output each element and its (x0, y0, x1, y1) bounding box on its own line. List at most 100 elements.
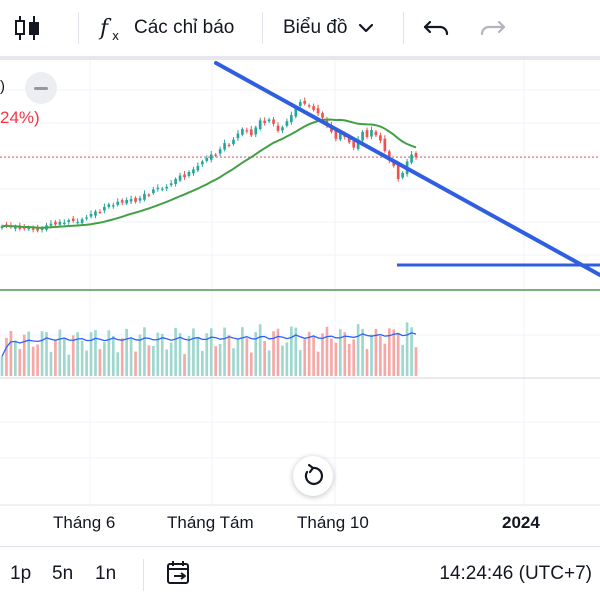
candle-body (192, 169, 195, 174)
candle-body (365, 130, 369, 137)
candle-body (40, 228, 44, 230)
candle-body (36, 228, 39, 231)
volume-bar (316, 351, 320, 376)
candle-body (178, 175, 182, 181)
volume-bar (0, 356, 4, 376)
candle-body (205, 158, 209, 161)
volume-bar (156, 332, 160, 376)
reset-chart-button[interactable] (293, 456, 333, 496)
volume-bar (14, 340, 17, 376)
clock-timezone[interactable]: 14:24:46 (UTC+7) (439, 563, 592, 584)
volume-bar (370, 334, 373, 376)
time-axis-label: Tháng 6 (53, 513, 116, 532)
candle-body (249, 129, 253, 136)
candle-body (107, 204, 111, 207)
candle-body (169, 183, 173, 186)
candle-body (401, 172, 404, 178)
volume-bar (125, 328, 128, 376)
volume-average-line (1, 332, 417, 357)
volume-bar (147, 345, 151, 376)
volume-bar (267, 350, 271, 376)
volume-bar (383, 343, 387, 376)
candle-body (414, 153, 418, 158)
volume-bar (347, 343, 351, 376)
interval-1d-button[interactable]: 1n (95, 563, 117, 584)
redo-button[interactable] (475, 8, 509, 48)
candle-body (58, 221, 62, 225)
volume-bar (76, 332, 80, 376)
volume-bar (36, 344, 39, 376)
volume-bar (89, 332, 93, 376)
volume-bar (214, 346, 218, 376)
volume-bar (187, 335, 191, 376)
volume-bar (227, 335, 231, 376)
candle-body (76, 221, 80, 224)
candle-body (0, 226, 4, 228)
interval-5d-button[interactable]: 5n (52, 563, 74, 584)
volume-bar (54, 339, 57, 376)
price-chart[interactable] (0, 60, 600, 545)
candle-body (307, 105, 311, 107)
candle-body (285, 121, 289, 126)
volume-bar (325, 326, 329, 376)
undo-button[interactable] (420, 8, 454, 48)
candle-body (396, 165, 400, 179)
volume-bar (401, 344, 404, 376)
volume-bar (98, 349, 102, 376)
volume-bar (174, 327, 177, 376)
candle-body (236, 133, 240, 139)
volume-bar (414, 347, 418, 376)
calendar-goto-icon (167, 561, 189, 584)
volume-bar (18, 349, 22, 376)
volume-bar (62, 338, 66, 376)
svg-text:f: f (98, 16, 112, 41)
candle-body (227, 144, 231, 146)
chart-style-button[interactable] (8, 8, 48, 48)
indicators-button[interactable]: f x Các chỉ báo (98, 8, 234, 48)
candle-body (62, 222, 66, 224)
volume-bar (307, 331, 311, 376)
indicators-label: Các chỉ báo (134, 17, 235, 38)
candle-body (111, 205, 115, 207)
candle-body (160, 188, 164, 190)
candle-body (352, 141, 356, 148)
candle-body (49, 223, 53, 226)
toolbar-divider (0, 56, 600, 60)
candle-body (196, 165, 200, 171)
volume-bar (272, 331, 275, 376)
candle-body (374, 131, 378, 136)
volume-bar (245, 338, 249, 376)
candlestick-icon (15, 16, 39, 40)
chart-type-button[interactable]: Biểu đồ (283, 8, 381, 48)
volume-bar (258, 324, 262, 376)
candle-body (14, 226, 17, 229)
legend-collapse-button[interactable] (25, 72, 57, 104)
volume-bar (396, 332, 400, 376)
volume-bar (209, 328, 213, 376)
volume-bar (276, 328, 280, 376)
candle-body (85, 217, 88, 219)
chevron-down-icon (359, 23, 374, 33)
volume-bar (405, 322, 409, 376)
candle-body (263, 120, 266, 123)
volume-bar (40, 331, 44, 376)
candle-body (54, 221, 57, 225)
volume-bar (200, 350, 204, 376)
candle-body (245, 130, 249, 132)
volume-bar (249, 352, 253, 376)
volume-bar (374, 328, 378, 376)
interval-1m-button[interactable]: 1p (10, 563, 32, 584)
volume-bar (387, 328, 391, 376)
candle-body (223, 143, 226, 150)
volume-bar (365, 349, 369, 376)
legend-change-percent: 24%) (0, 108, 40, 127)
volume-bar (49, 351, 53, 376)
volume-bar (392, 329, 396, 376)
volume-bar (192, 328, 195, 376)
candle-body (290, 115, 293, 123)
undo-icon (423, 20, 449, 36)
goto-date-button[interactable] (165, 559, 193, 593)
volume-bar (379, 336, 382, 376)
volume-bar (5, 337, 8, 376)
time-axis-label: Tháng Tám (167, 513, 254, 532)
